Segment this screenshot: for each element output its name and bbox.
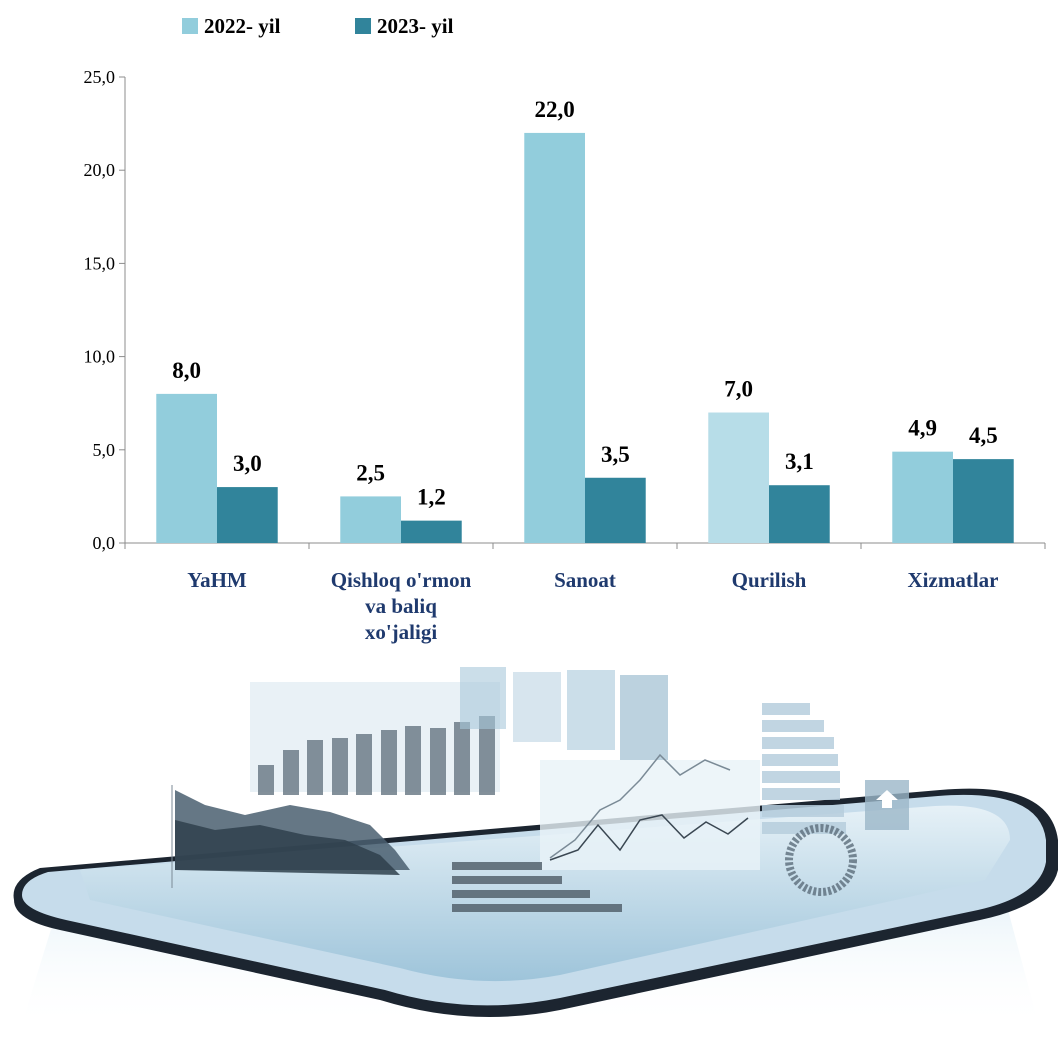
data-label: 3,1 bbox=[785, 449, 814, 474]
data-label: 4,5 bbox=[969, 423, 998, 448]
bar-2022 bbox=[340, 496, 401, 543]
bar-2023 bbox=[217, 487, 278, 543]
y-tick-label: 5,0 bbox=[93, 440, 116, 460]
data-label: 1,2 bbox=[417, 485, 446, 510]
chart-figure: 2022- yil 2023- yil 0,0 5,0 10,0 15,0 20,0 25… bbox=[13, 14, 1058, 1030]
bar-2022 bbox=[156, 393, 217, 543]
category-label: Xizmatlar bbox=[908, 568, 999, 592]
category-label: YaHM bbox=[187, 568, 247, 592]
y-tick-label: 10,0 bbox=[84, 347, 116, 367]
data-label: 2,5 bbox=[356, 460, 385, 485]
data-label: 22,0 bbox=[535, 97, 575, 122]
y-tick-label: 20,0 bbox=[84, 160, 116, 180]
legend-swatch-2022 bbox=[182, 18, 198, 34]
data-label: 8,0 bbox=[172, 358, 201, 383]
data-label: 3,0 bbox=[233, 451, 262, 476]
legend-item-2022: 2022- yil bbox=[182, 14, 280, 38]
y-tick-label: 0,0 bbox=[93, 533, 116, 553]
y-tick-label: 15,0 bbox=[84, 253, 116, 273]
category-label: xo'jaligi bbox=[365, 620, 437, 644]
y-tick-label: 25,0 bbox=[84, 67, 116, 87]
legend-label-2022: 2022- yil bbox=[204, 13, 281, 38]
bar-chart: 0,0 5,0 10,0 15,0 20,0 25,0 8,0 3,0 YaHM 2,5 1,2 Qi… bbox=[84, 67, 1046, 644]
category-label: Qishloq o'rmon bbox=[331, 568, 472, 592]
legend-label-2023: 2023- yil bbox=[377, 13, 454, 38]
bar-2023 bbox=[585, 477, 646, 543]
bar-2023 bbox=[401, 520, 462, 543]
legend-item-2023: 2023- yil bbox=[355, 14, 453, 38]
bar-2022 bbox=[892, 451, 953, 543]
bar-2023 bbox=[769, 485, 830, 543]
category-label: Qurilish bbox=[732, 568, 807, 592]
bar-2022 bbox=[524, 132, 585, 544]
bar-2022 bbox=[708, 412, 769, 543]
bar-2023 bbox=[953, 459, 1014, 543]
legend-swatch-2023 bbox=[355, 18, 371, 34]
category-label: va baliq bbox=[365, 594, 437, 618]
data-label: 7,0 bbox=[724, 377, 753, 402]
category-label: Sanoat bbox=[554, 568, 616, 592]
tablet-with-charts-illustration bbox=[13, 667, 1058, 1030]
data-label: 4,9 bbox=[908, 416, 937, 441]
data-label: 3,5 bbox=[601, 442, 630, 467]
